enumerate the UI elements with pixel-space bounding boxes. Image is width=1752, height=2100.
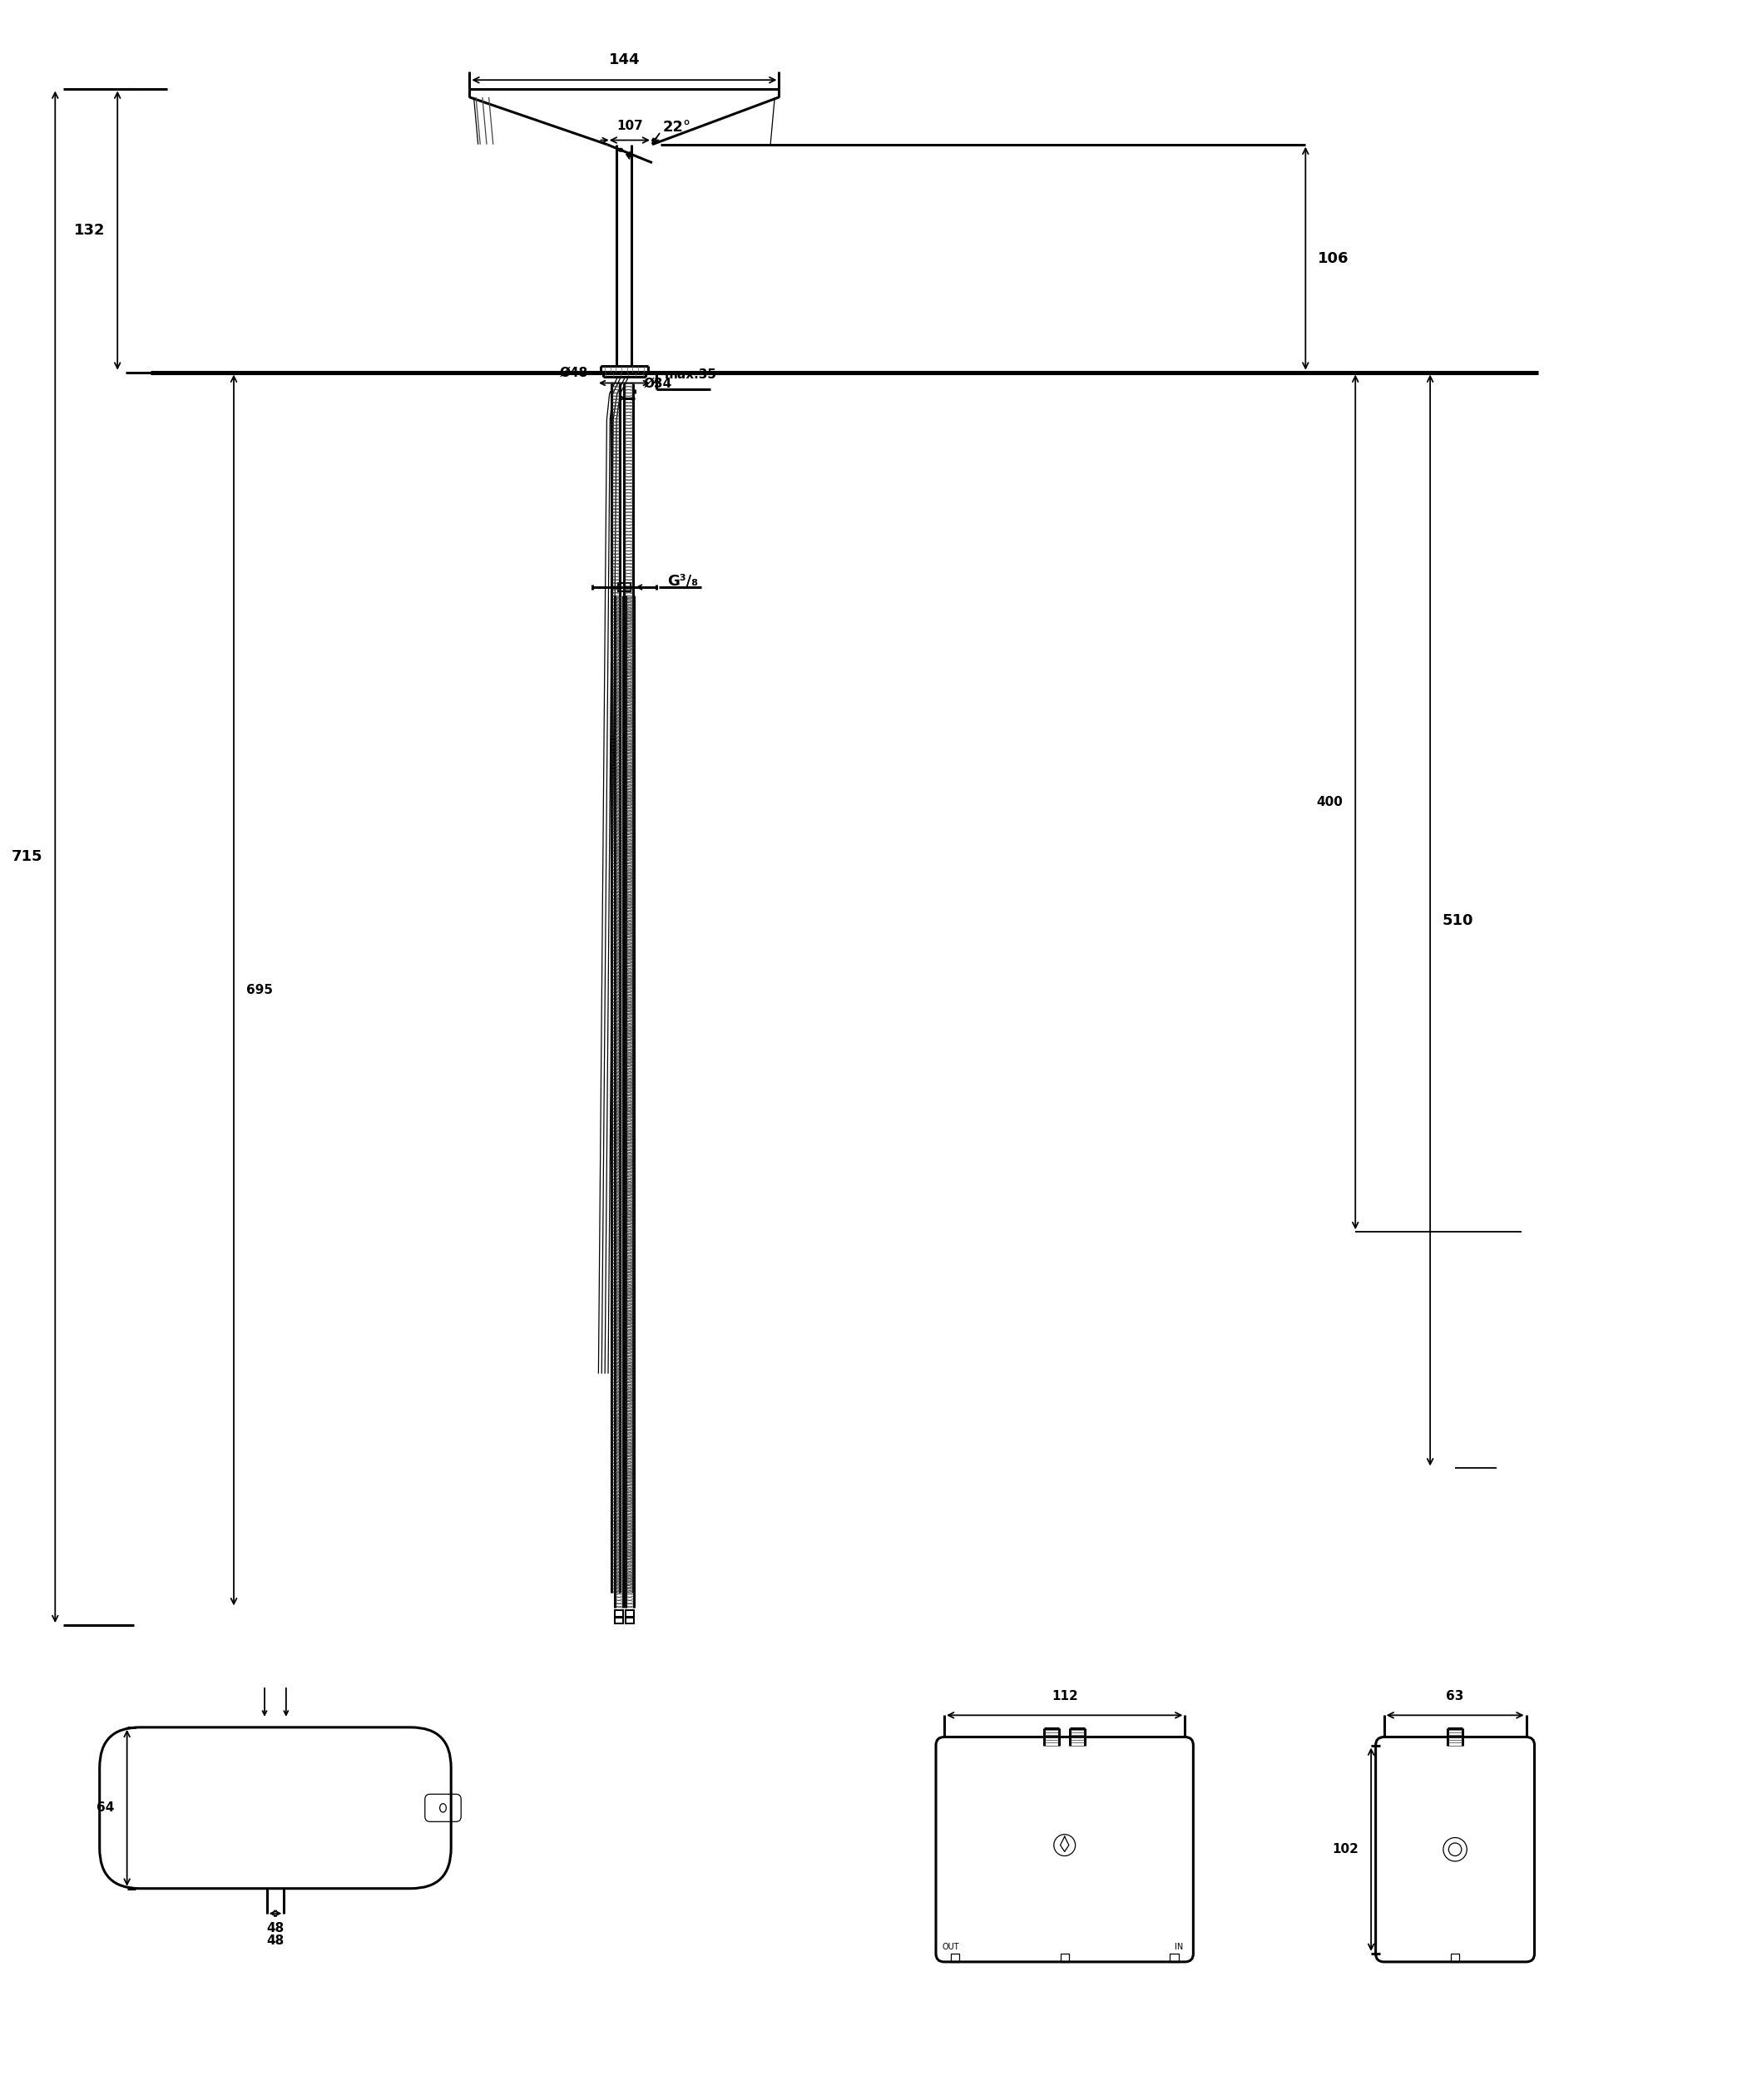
Text: Ø34: Ø34 — [643, 378, 671, 391]
Text: 144: 144 — [608, 52, 639, 67]
Bar — [1060, 1953, 1069, 1961]
Text: 64: 64 — [96, 1802, 114, 1814]
Bar — [951, 1953, 960, 1961]
Bar — [618, 584, 631, 592]
Text: IN: IN — [1174, 1942, 1183, 1951]
Text: 22°: 22° — [662, 120, 692, 134]
Bar — [615, 1611, 624, 1623]
Text: 112: 112 — [1051, 1690, 1077, 1703]
Text: 102: 102 — [1332, 1844, 1358, 1856]
Text: 510: 510 — [1442, 914, 1473, 928]
Text: 400: 400 — [1316, 796, 1344, 808]
Bar — [625, 1611, 634, 1623]
Text: OUT: OUT — [943, 1942, 960, 1951]
Text: 715: 715 — [12, 848, 42, 865]
Text: max.35: max.35 — [664, 370, 717, 382]
Text: 48: 48 — [266, 1922, 284, 1934]
Text: 695: 695 — [247, 985, 273, 995]
Text: 63: 63 — [1445, 1690, 1465, 1703]
Text: 107: 107 — [617, 120, 643, 132]
Text: 48: 48 — [266, 1934, 284, 1947]
Bar — [1451, 1953, 1459, 1961]
Bar — [1170, 1953, 1179, 1961]
Text: G³/₈: G³/₈ — [668, 573, 697, 588]
Text: Ø48: Ø48 — [559, 365, 589, 378]
Text: 106: 106 — [1318, 250, 1349, 267]
Text: 132: 132 — [74, 223, 105, 237]
